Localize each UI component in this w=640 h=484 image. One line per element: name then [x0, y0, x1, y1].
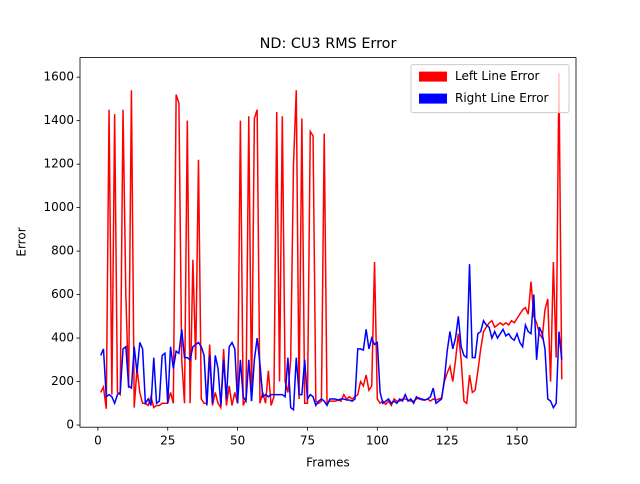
line-series — [100, 72, 563, 411]
y-tick-label: 800 — [51, 244, 74, 258]
y-axis-label: Error — [15, 227, 29, 256]
legend-swatch — [419, 71, 447, 82]
y-tick-label: 1200 — [43, 157, 74, 171]
y-tick-label: 600 — [51, 287, 74, 301]
y-tick-label: 200 — [51, 374, 74, 388]
x-tick-label: 100 — [366, 434, 389, 448]
legend-box — [410, 64, 570, 114]
x-tick-label: 50 — [230, 434, 245, 448]
chart-title: ND: CU3 RMS Error — [260, 36, 397, 52]
y-tick-label: 1000 — [43, 200, 74, 214]
y-tick-label: 0 — [66, 418, 74, 432]
x-tick-label: 125 — [436, 434, 459, 448]
y-tick-label: 1600 — [43, 70, 74, 84]
y-tick-label: 1400 — [43, 113, 74, 127]
y-tick-label: 400 — [51, 331, 74, 345]
line-series — [99, 264, 563, 412]
x-tick-label: 0 — [94, 434, 102, 448]
legend-swatch — [419, 93, 447, 104]
x-tick-label: 75 — [300, 434, 315, 448]
legend-label: Right Line Error — [455, 91, 549, 105]
legend-label: Left Line Error — [455, 69, 540, 83]
x-tick-label: 25 — [160, 434, 175, 448]
plot-frame — [79, 57, 577, 428]
x-tick-label: 150 — [506, 434, 529, 448]
x-axis-label: Frames — [306, 456, 350, 470]
